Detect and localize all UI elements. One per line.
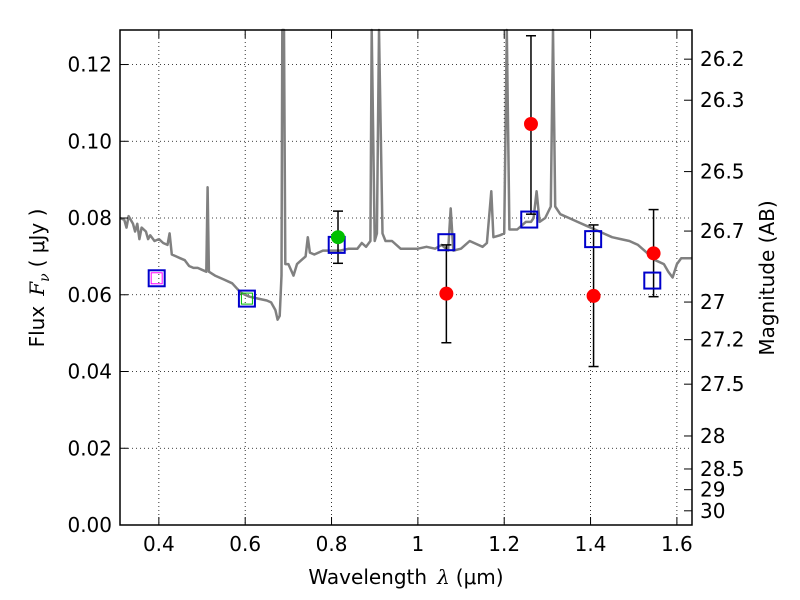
model-square-marker <box>643 271 662 290</box>
right-tick-label: 26.7 <box>700 219 745 243</box>
y-tick-label: 0.12 <box>67 53 112 77</box>
photometry-point <box>646 246 661 261</box>
right-tick-label: 30 <box>700 499 725 523</box>
right-axis-title: Magnitude (AB) <box>755 200 779 355</box>
y-tick-label: 0.08 <box>67 206 112 230</box>
x-tick-label: 1 <box>412 532 425 556</box>
x-tick-label: 0.6 <box>229 532 261 556</box>
y-tick-label: 0.00 <box>67 513 112 537</box>
right-tick-label: 27.5 <box>700 372 745 396</box>
inner-square-marker <box>150 272 163 285</box>
photometry-point <box>439 286 454 301</box>
inner-square-marker <box>240 292 253 305</box>
right-tick-label: 26.5 <box>700 160 745 184</box>
y-tick-label: 0.06 <box>67 283 112 307</box>
data-markers <box>147 117 662 308</box>
x-tick-label: 0.4 <box>143 532 175 556</box>
x-axis-ticks: 0.4 0.6 0.8 1 1.2 1.4 1.6 <box>143 30 693 556</box>
model-square-marker <box>520 210 539 229</box>
model-square-marker <box>237 289 256 308</box>
y-tick-label: 0.02 <box>67 436 112 460</box>
x-tick-label: 1.4 <box>575 532 607 556</box>
right-tick-label: 27.2 <box>700 328 745 352</box>
photometry-point <box>331 230 346 245</box>
y-tick-label: 0.10 <box>67 129 112 153</box>
right-tick-label: 26.3 <box>700 88 745 112</box>
plot-frame <box>119 29 693 526</box>
right-tick-label: 28.5 <box>700 457 745 481</box>
right-tick-label: 28 <box>700 424 725 448</box>
model-square-marker <box>584 230 603 249</box>
model-square-marker <box>437 233 456 252</box>
model-square-marker <box>147 269 166 288</box>
right-tick-label: 29 <box>700 478 725 502</box>
y-axis-title: FluxFν( μJy ) <box>25 209 53 348</box>
right-tick-label: 27 <box>700 290 725 314</box>
x-tick-label: 1.2 <box>488 532 520 556</box>
photometry-point <box>586 288 601 303</box>
y-axis-ticks: 0.00 0.02 0.04 0.06 0.08 0.10 0.12 <box>67 53 128 537</box>
x-axis-title: Wavelength λ (μm) <box>308 565 503 589</box>
photometry-point <box>523 117 538 132</box>
right-tick-label: 26.2 <box>700 47 745 71</box>
x-tick-label: 1.6 <box>661 532 693 556</box>
x-tick-label: 0.8 <box>316 532 348 556</box>
y-tick-label: 0.04 <box>67 360 112 384</box>
